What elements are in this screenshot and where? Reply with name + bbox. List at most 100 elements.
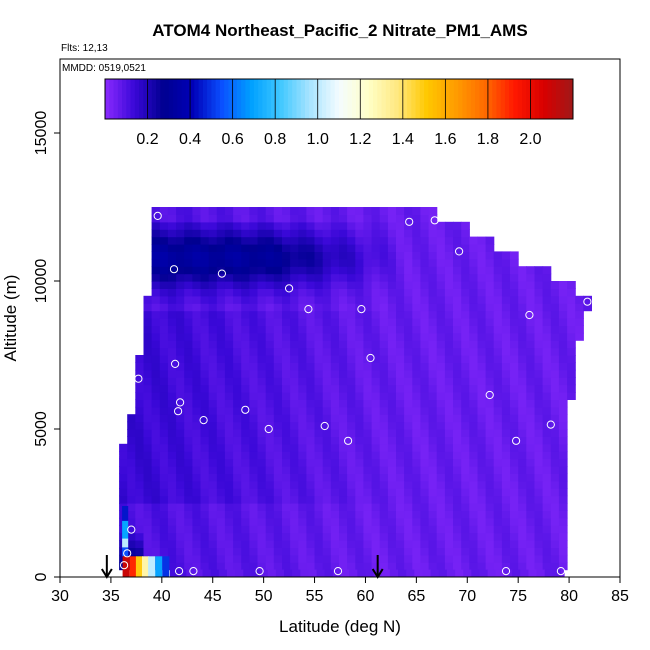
- heatmap-cell: [396, 503, 405, 511]
- heatmap-cell: [379, 229, 389, 238]
- heatmap-cell: [306, 332, 316, 341]
- heatmap-cell: [412, 325, 421, 334]
- heatmap-cell: [428, 525, 438, 534]
- heatmap-cell: [444, 384, 454, 393]
- heatmap-cell: [290, 429, 299, 437]
- heatmap-cell: [208, 266, 218, 275]
- heatmap-cell: [420, 281, 430, 289]
- heatmap-cell: [241, 451, 250, 460]
- heatmap-cell: [379, 310, 389, 319]
- heatmap-cell: [558, 347, 568, 356]
- heatmap-cell: [257, 295, 267, 304]
- heatmap-cell: [493, 532, 503, 541]
- heatmap-cell: [371, 414, 381, 423]
- heatmap-cell: [224, 369, 234, 378]
- heatmap-cell: [542, 318, 552, 326]
- heatmap-cell: [420, 399, 430, 408]
- sample-point: [255, 567, 264, 576]
- heatmap-cell: [167, 295, 177, 304]
- colorbar-swatch: [134, 79, 140, 119]
- heatmap-cell: [339, 466, 348, 474]
- heatmap-cell: [550, 458, 560, 467]
- heatmap-cell: [355, 451, 364, 460]
- heatmap-cell: [322, 221, 332, 230]
- heatmap-cell: [127, 451, 136, 460]
- colorbar-swatch: [164, 79, 170, 119]
- heatmap-cell: [339, 532, 348, 541]
- heatmap-cell: [216, 414, 226, 423]
- heatmap-cell: [176, 495, 185, 504]
- sample-point: [176, 398, 185, 407]
- heatmap-cell: [461, 503, 470, 511]
- heatmap-cell: [436, 236, 446, 245]
- heatmap-cell: [518, 288, 527, 297]
- heatmap-cell: [135, 525, 144, 534]
- flight-arrow: [100, 555, 113, 579]
- heatmap-cell: [550, 340, 560, 349]
- heatmap-cell: [249, 251, 259, 260]
- heatmap-cell: [339, 347, 348, 356]
- heatmap-cell: [143, 340, 153, 349]
- heatmap-cell: [485, 414, 495, 423]
- heatmap-cell: [526, 273, 535, 282]
- heatmap-cell: [510, 347, 519, 356]
- heatmap-cell: [387, 517, 397, 526]
- heatmap-cell: [485, 318, 495, 326]
- heatmap-cell: [485, 266, 495, 275]
- flights-note: Flts: 12,13: [61, 43, 108, 54]
- heatmap-cell: [558, 369, 568, 378]
- heatmap-cell: [487, 569, 497, 577]
- sample-point: [430, 216, 439, 225]
- heatmap-cell: [412, 318, 421, 326]
- heatmap-cell: [412, 281, 421, 289]
- sample-point: [171, 359, 180, 368]
- heatmap-cell: [428, 458, 438, 467]
- heatmap-cell: [485, 480, 495, 489]
- colorbar-swatch: [245, 79, 251, 119]
- heatmap-cell: [371, 399, 381, 408]
- heatmap-cell: [306, 436, 316, 445]
- heatmap-cell: [420, 436, 430, 445]
- heatmap-cell: [298, 517, 307, 526]
- heatmap-cell: [176, 281, 185, 289]
- heatmap-cell: [567, 295, 576, 304]
- heatmap-cell: [159, 495, 169, 504]
- heatmap-cell: [493, 288, 503, 297]
- heatmap-cell: [135, 495, 144, 504]
- heatmap-cell: [357, 569, 366, 577]
- heatmap-cell: [273, 480, 283, 489]
- heatmap-cell: [216, 466, 226, 474]
- heatmap-cell: [322, 562, 332, 571]
- heatmap-cell: [422, 569, 432, 577]
- heatmap-cell: [518, 436, 527, 445]
- heatmap-cell: [518, 517, 527, 526]
- heatmap-cell: [428, 273, 438, 282]
- heatmap-cell: [265, 436, 275, 445]
- heatmap-cell: [436, 340, 446, 349]
- heatmap-cell: [208, 458, 218, 467]
- heatmap-cell: [330, 258, 340, 267]
- heatmap-cell: [241, 377, 250, 386]
- heatmap-cell: [347, 547, 356, 556]
- heatmap-cell: [339, 318, 348, 326]
- heatmap-cell: [428, 554, 438, 563]
- heatmap-cell: [273, 384, 283, 393]
- heatmap-cell: [241, 466, 250, 474]
- heatmap-cell: [241, 347, 250, 356]
- heatmap-cell: [273, 421, 283, 430]
- heatmap-cell: [265, 458, 275, 467]
- heatmap-cell: [363, 377, 373, 386]
- heatmap-cell: [461, 399, 470, 408]
- colorbar-swatch: [185, 79, 191, 119]
- x-tick-label: 40: [153, 588, 171, 605]
- heatmap-cell: [510, 480, 519, 489]
- heatmap-cell: [235, 569, 244, 577]
- heatmap-cell: [363, 421, 373, 430]
- heatmap-cell: [461, 480, 470, 489]
- heatmap-cell: [396, 392, 405, 400]
- heatmap-cell: [216, 495, 226, 504]
- heatmap-cell: [469, 429, 478, 437]
- heatmap-cell: [355, 273, 364, 282]
- heatmap-cell: [224, 540, 234, 548]
- heatmap-cell: [355, 392, 364, 400]
